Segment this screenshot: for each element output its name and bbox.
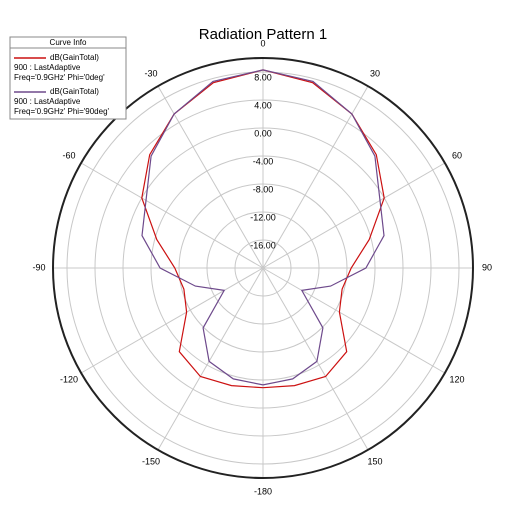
legend-name: dB(GainTotal)	[50, 53, 99, 62]
grid-spoke	[262, 267, 369, 451]
grid-spoke	[80, 162, 264, 269]
r-tick-label: -8.00	[253, 184, 274, 194]
grid-spoke	[157, 267, 264, 451]
theta-tick-label: 0	[260, 38, 265, 48]
theta-tick-label: 120	[449, 374, 464, 384]
chart-title: Radiation Pattern 1	[199, 26, 327, 43]
legend-label: Freq='0.9GHz' Phi='0deg'	[14, 73, 105, 82]
legend-setup: 900 : LastAdaptive	[14, 63, 81, 72]
legend-box	[9, 36, 127, 120]
theta-tick-label: 150	[367, 456, 382, 466]
theta-tick-label: -180	[254, 486, 272, 496]
r-tick-label: -12.00	[250, 212, 276, 222]
r-tick-label: 0.00	[254, 128, 272, 138]
theta-tick-label: 30	[370, 68, 380, 78]
series-line	[141, 69, 385, 386]
r-tick-label: -4.00	[253, 156, 274, 166]
theta-tick-label: -150	[142, 456, 160, 466]
outer-circle	[52, 57, 474, 479]
legend-label: Freq='0.9GHz' Phi='90deg'	[14, 107, 110, 116]
theta-tick-label: -90	[32, 262, 45, 272]
grid-spoke	[262, 267, 446, 374]
theta-tick-label: -120	[60, 374, 78, 384]
theta-tick-label: 90	[482, 262, 492, 272]
r-tick-label: -16.00	[250, 240, 276, 250]
legend-name: dB(GainTotal)	[50, 87, 99, 96]
r-tick-label: 8.00	[254, 72, 272, 82]
grid-spoke	[157, 85, 264, 269]
legend-setup: 900 : LastAdaptive	[14, 97, 81, 106]
theta-tick-label: -60	[63, 150, 76, 160]
r-tick-label: 4.00	[254, 100, 272, 110]
legend-title: Curve Info	[50, 38, 87, 47]
grid-spoke	[262, 162, 446, 269]
theta-tick-label: -30	[144, 68, 157, 78]
grid-spoke	[80, 267, 264, 374]
theta-tick-label: 60	[452, 150, 462, 160]
grid-spoke	[262, 85, 369, 269]
